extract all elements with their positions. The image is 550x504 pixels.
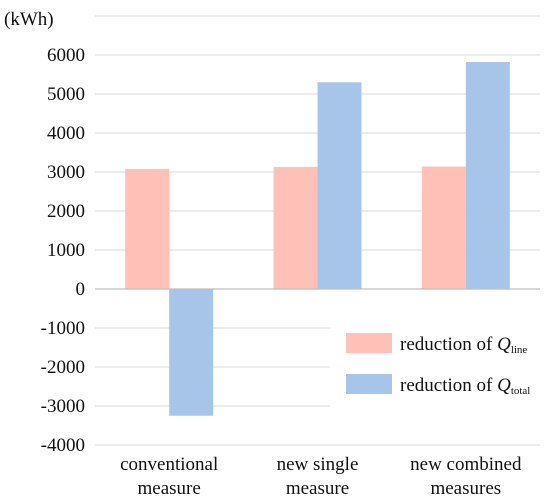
y-tick-label: -1000 <box>41 318 85 339</box>
legend-label: reduction of Qline <box>400 334 527 356</box>
legend-swatch <box>346 374 392 394</box>
bar <box>273 166 318 289</box>
y-tick-label: 3000 <box>47 162 85 183</box>
x-category-label-line: measures <box>430 478 501 499</box>
x-category-label-line: new single <box>277 454 359 475</box>
x-category-label: conventional measure <box>120 454 218 499</box>
y-tick-label: 4000 <box>47 123 85 144</box>
legend-label-variable: Q <box>497 375 511 396</box>
y-tick-label: 0 <box>76 279 86 300</box>
y-tick-label: 2000 <box>47 201 85 222</box>
legend-label-variable: Q <box>497 334 511 355</box>
x-category-label: new single measure <box>277 454 359 499</box>
legend-label-prefix: reduction of <box>400 334 497 355</box>
legend-label-subscript: total <box>511 385 531 397</box>
legend-label-subscript: line <box>511 344 528 356</box>
x-category-label: new combined measures <box>410 454 522 499</box>
legend-label: reduction of Qtotal <box>400 375 530 397</box>
bars <box>125 62 510 416</box>
legend-box <box>330 314 540 424</box>
y-tick-label: -4000 <box>41 435 85 456</box>
y-tick-label: 5000 <box>47 84 85 105</box>
bar <box>421 166 466 289</box>
y-tick-label: 1000 <box>47 240 85 261</box>
legend-label-prefix: reduction of <box>400 375 497 396</box>
legend-swatch <box>346 333 392 353</box>
x-category-label-line: measure <box>138 478 201 499</box>
y-unit-label: (kWh) <box>4 9 54 30</box>
bar <box>169 289 214 416</box>
x-category-label-line: conventional <box>120 454 218 475</box>
x-category-label-line: new combined <box>410 454 522 475</box>
y-tick-label: -2000 <box>41 357 85 378</box>
y-tick-label: -3000 <box>41 396 85 417</box>
bar <box>317 82 362 289</box>
x-category-label-line: measure <box>286 478 349 499</box>
y-tick-label: 6000 <box>47 45 85 66</box>
axes: -4000 -3000 -2000 -1000 0 1000 2000 3000 4000 500… <box>41 45 540 499</box>
bar <box>465 62 510 289</box>
bar <box>125 168 170 289</box>
